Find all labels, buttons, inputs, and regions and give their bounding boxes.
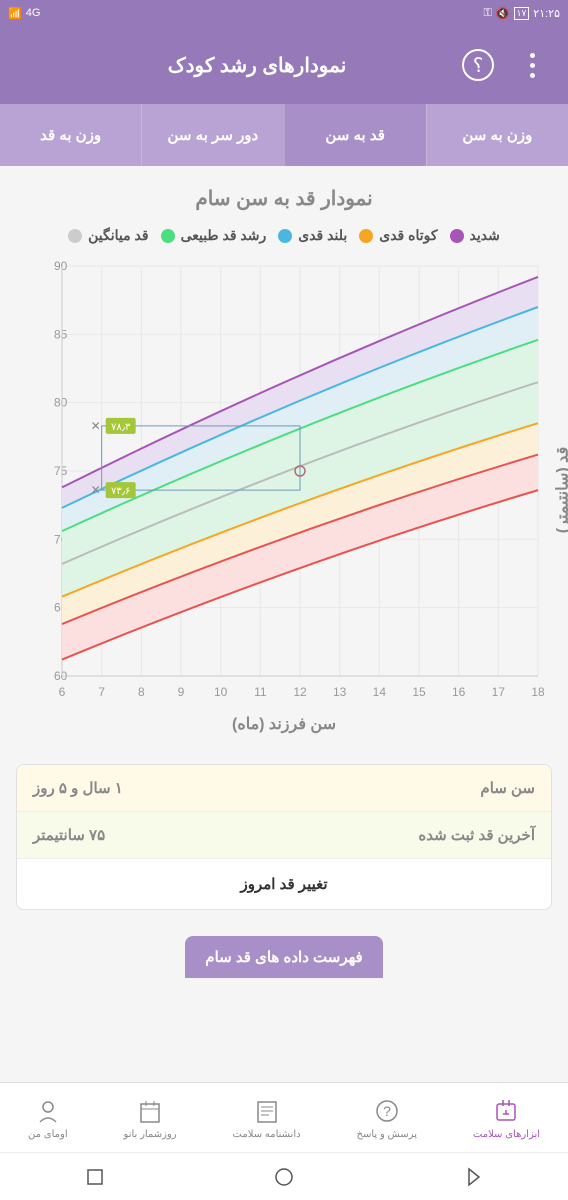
svg-text:✕: ✕ — [91, 419, 101, 433]
key-icon: ⚿ — [484, 7, 492, 20]
growth-chart: 678910111213141516171860657075808590✕۷۸٫… — [16, 256, 552, 704]
svg-text:۷۸٫۳: ۷۸٫۳ — [111, 422, 131, 433]
recent-button[interactable] — [83, 1165, 107, 1189]
tab-1[interactable]: قد به سن — [284, 104, 426, 166]
svg-text:?: ? — [383, 1103, 391, 1119]
tab-3[interactable]: وزن به قد — [0, 104, 141, 166]
change-height-button[interactable]: تغییر قد امروز — [17, 859, 551, 909]
x-axis-label: سن فرزند (ماه) — [16, 714, 552, 734]
svg-text:15: 15 — [412, 685, 426, 699]
nav-item-4[interactable]: اومای من — [28, 1096, 68, 1140]
status-icons: ⚿ 🔇 ۱۷ ۲۱:۲۵ — [484, 7, 560, 20]
legend-item-1: کوتاه قدی — [359, 227, 437, 244]
age-row: سن سام ۱ سال و ۵ روز — [17, 765, 551, 812]
tabs: وزن به سنقد به سندور سر به سنوزن به قد — [0, 104, 568, 166]
help-button[interactable]: ؟ — [458, 45, 498, 85]
system-nav — [0, 1152, 568, 1200]
svg-text:7: 7 — [98, 685, 105, 699]
svg-text:75: 75 — [54, 464, 68, 478]
svg-text:✕: ✕ — [91, 483, 101, 497]
bottom-nav: ابزارهای سلامت ?پرسش و پاسخ دانشنامه سلامت… — [0, 1082, 568, 1152]
svg-text:13: 13 — [333, 685, 347, 699]
svg-text:85: 85 — [54, 327, 68, 341]
nav-item-3[interactable]: روزشمار بانو — [124, 1096, 177, 1140]
svg-text:11: 11 — [254, 685, 267, 699]
tab-2[interactable]: دور سر به سن — [141, 104, 283, 166]
nav-item-0[interactable]: ابزارهای سلامت — [473, 1096, 540, 1140]
info-card: سن سام ۱ سال و ۵ روز آخرین قد ثبت شده ۷۵… — [16, 764, 552, 910]
tab-0[interactable]: وزن به سن — [426, 104, 568, 166]
svg-text:12: 12 — [293, 685, 307, 699]
svg-text:8: 8 — [138, 685, 145, 699]
battery-icon: ۱۷ — [514, 7, 530, 20]
svg-text:16: 16 — [452, 685, 466, 699]
home-button[interactable] — [272, 1165, 296, 1189]
legend-item-0: شدید — [450, 227, 500, 244]
svg-text:18: 18 — [531, 685, 545, 699]
menu-button[interactable] — [512, 45, 552, 85]
svg-text:17: 17 — [492, 685, 506, 699]
height-row: آخرین قد ثبت شده ۷۵ سانتیمتر — [17, 812, 551, 859]
legend-item-4: قد میانگین — [68, 227, 148, 244]
status-signal: 4G 📶 — [8, 7, 40, 20]
svg-text:80: 80 — [54, 396, 68, 410]
time: ۲۱:۲۵ — [533, 7, 560, 20]
app-header: ؟ نمودارهای رشد کودک — [0, 26, 568, 104]
svg-text:6: 6 — [59, 685, 66, 699]
status-bar: ⚿ 🔇 ۱۷ ۲۱:۲۵ 4G 📶 — [0, 0, 568, 26]
svg-text:۷۳٫۶: ۷۳٫۶ — [111, 486, 130, 497]
back-button[interactable] — [461, 1165, 485, 1189]
nav-item-1[interactable]: ?پرسش و پاسخ — [357, 1096, 417, 1140]
svg-text:90: 90 — [54, 259, 68, 273]
page-title: نمودارهای رشد کودک — [56, 53, 458, 78]
legend: شدید کوتاه قدی بلند قدی رشد قد طبیعی قد میان… — [16, 227, 552, 244]
y-axis-label: قد (سانتیمتر) — [552, 447, 568, 533]
svg-text:9: 9 — [178, 685, 185, 699]
svg-text:14: 14 — [373, 685, 387, 699]
legend-item-3: رشد قد طبیعی — [161, 227, 267, 244]
legend-item-2: بلند قدی — [278, 227, 347, 244]
chart-title: نمودار قد به سن سام — [16, 186, 552, 211]
mute-icon: 🔇 — [496, 7, 510, 20]
nav-item-2[interactable]: دانشنامه سلامت — [233, 1096, 301, 1140]
svg-text:10: 10 — [214, 685, 228, 699]
data-list-button[interactable]: فهرست داده های قد سام — [185, 936, 382, 978]
